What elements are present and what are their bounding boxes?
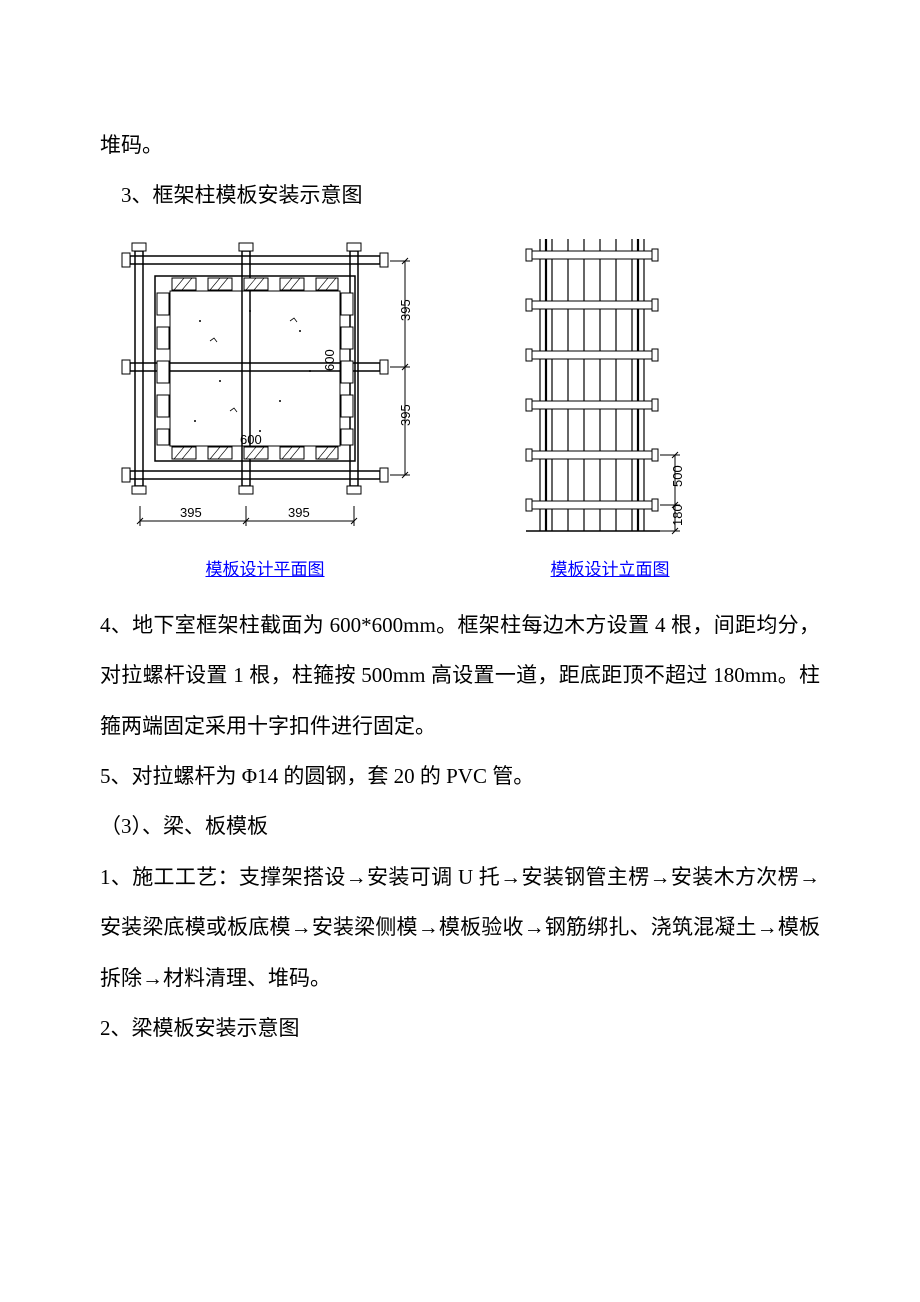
paragraph-5: 1、施工工艺：支撑架搭设→安装可调 U 托→安装钢管主楞→安装木方次楞→安装梁底… [100, 852, 820, 1003]
elev-diagram-caption: 模板设计立面图 [551, 555, 670, 580]
dim-elev-bottom: 180 [670, 504, 685, 526]
diagram-row: 600 600 395 395 [110, 231, 820, 580]
dim-bottom-right: 395 [288, 505, 310, 520]
plan-diagram-svg: 600 600 395 395 [110, 231, 420, 551]
paragraph-1: 3、框架柱模板安装示意图 [100, 170, 820, 220]
paragraph-3: 5、对拉螺杆为 Φ14 的圆钢，套 20 的 PVC 管。 [100, 751, 820, 801]
plan-diagram-block: 600 600 395 395 [110, 231, 420, 580]
plan-diagram-caption: 模板设计平面图 [206, 555, 325, 580]
dim-inner-h: 600 [322, 349, 337, 371]
elev-diagram-block: 500 180 模板设计立面图 [520, 231, 700, 580]
dim-elev-spacing: 500 [670, 465, 685, 487]
paragraph-0: 堆码。 [100, 120, 820, 170]
dim-right-bottom: 395 [398, 404, 413, 426]
dim-right-top: 395 [398, 299, 413, 321]
document-page: 堆码。 3、框架柱模板安装示意图 [0, 0, 920, 1113]
paragraph-6: 2、梁模板安装示意图 [100, 1003, 820, 1053]
paragraph-2: 4、地下室框架柱截面为 600*600mm。框架柱每边木方设置 4 根，间距均分… [100, 600, 820, 751]
dim-bottom-left: 395 [180, 505, 202, 520]
dim-inner-w: 600 [240, 432, 262, 447]
paragraph-4: （3）、梁、板模板 [100, 801, 820, 851]
elev-diagram-svg: 500 180 [520, 231, 700, 551]
